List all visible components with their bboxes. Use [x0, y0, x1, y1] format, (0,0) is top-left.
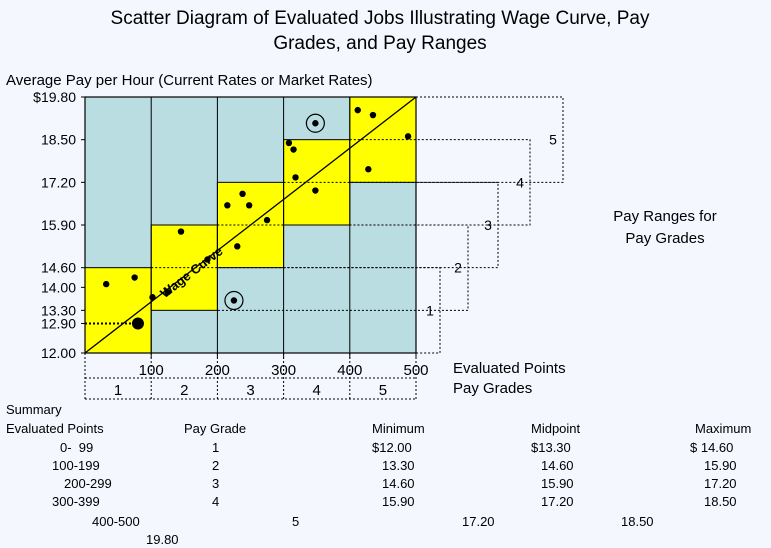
row-minimum: 13.30 [382, 458, 415, 473]
grade-row-label: 2 [180, 382, 188, 399]
red-circle-ring [305, 113, 325, 133]
header-minimum: Minimum [372, 421, 425, 436]
data-point [234, 243, 241, 250]
grade-row-label: 5 [379, 382, 387, 399]
chart-title-line-1: Scatter Diagram of Evaluated Jobs Illust… [110, 8, 650, 29]
wage-curve-line [84, 96, 417, 354]
pay-range-bracket-grade-1 [151, 267, 441, 354]
y-tick-label: 17.20 [41, 174, 76, 190]
row-points: 200-299 [64, 476, 112, 491]
data-point [102, 280, 110, 288]
row-midpoint: $13.30 [531, 440, 571, 455]
header-evaluated-points: Evaluated Points [6, 421, 104, 436]
data-point [131, 274, 138, 281]
data-point [369, 111, 377, 119]
data-point [204, 256, 211, 263]
data-point [292, 174, 299, 181]
data-point [290, 146, 297, 153]
pay-range-bracket-label: 2 [454, 260, 462, 276]
row-grade: 3 [212, 476, 220, 491]
scatter-plot: 1 2 3 4 5 $19.80 18.50 17.20 15.90 14.60 14.00 13.3… [33, 89, 564, 400]
header-midpoint: Midpoint [531, 421, 581, 436]
row-grade: 2 [212, 458, 220, 473]
row-points: 300-399 [52, 494, 100, 509]
row-minimum: $12.00 [372, 440, 412, 455]
data-point [224, 202, 231, 209]
data-point [164, 289, 171, 296]
row-maximum: 18.50 [704, 494, 737, 509]
row-grade: 1 [212, 440, 220, 455]
y-tick-label: $19.80 [33, 89, 76, 105]
grade-row-label: 1 [114, 382, 122, 399]
summary-table: Summary Evaluated Points Pay Grade Minim… [0, 400, 771, 548]
summary-title: Summary [6, 402, 62, 417]
data-point [404, 133, 412, 140]
data-point [149, 294, 156, 301]
y-tick-label: 13.30 [41, 302, 76, 318]
row-midpoint: 17.20 [541, 494, 574, 509]
row-grade: 5 [292, 514, 300, 529]
data-point [312, 187, 319, 194]
red-circle-point [312, 120, 319, 127]
row-midpoint: 18.50 [621, 514, 654, 529]
y-tick-label: 15.90 [41, 217, 76, 233]
grade-row-label: 3 [246, 382, 254, 399]
header-maximum: Maximum [695, 421, 752, 436]
highlight-data-point [131, 317, 144, 330]
row-midpoint: 15.90 [541, 476, 574, 491]
header-pay-grade: Pay Grade [184, 421, 247, 436]
data-point [263, 216, 271, 224]
y-axis-label: Average Pay per Hour (Current Rates or M… [6, 72, 373, 89]
y-tick-label: 12.00 [41, 345, 76, 361]
data-point [285, 139, 293, 147]
pay-range-bracket-grade-5 [416, 96, 564, 183]
pay-ranges-label-line-1: Pay Ranges for [613, 208, 717, 225]
data-point [354, 106, 361, 114]
y-tick-label: 12.90 [41, 315, 76, 331]
row-minimum: 17.20 [462, 514, 495, 529]
row-minimum: 14.60 [382, 476, 415, 491]
row-points: 0- 99 [60, 440, 94, 455]
grade-row-label: 4 [313, 382, 321, 399]
pay-range-bracket-label: 3 [484, 217, 492, 233]
row-points: 400-500 [92, 514, 140, 529]
pay-ranges-label-line-2: Pay Grades [625, 230, 705, 247]
y-tick-label: 18.50 [41, 132, 76, 148]
chart-title: Scatter Diagram of Evaluated Jobs Illust… [60, 6, 700, 56]
row-maximum: 17.20 [704, 476, 737, 491]
data-point [245, 202, 253, 209]
pay-range-bracket-label: 5 [549, 132, 557, 148]
row-minimum: 15.90 [382, 494, 415, 509]
red-circle-point [230, 297, 238, 304]
row-midpoint: 14.60 [541, 458, 574, 473]
pay-range-box-grade-1 [84, 267, 152, 354]
red-circle-ring [224, 290, 244, 311]
row-maximum: 19.80 [146, 532, 179, 547]
y-tick-label: 14.60 [41, 260, 76, 276]
chart-title-line-2: Grades, and Pay Ranges [273, 33, 487, 54]
row-maximum: 15.90 [704, 458, 737, 473]
pay-ranges-label: Pay Ranges for Pay Grades [590, 206, 740, 250]
data-point [239, 190, 246, 198]
row-points: 100-199 [52, 458, 100, 473]
y-tick-label: 14.00 [41, 279, 76, 295]
pay-grades-axis-label: Pay Grades [453, 380, 533, 397]
data-point [365, 166, 372, 173]
row-maximum: $ 14.60 [690, 440, 734, 455]
data-point [177, 228, 185, 235]
x-axis-label: Evaluated Points [453, 360, 566, 377]
pay-range-bracket-label: 4 [516, 174, 524, 190]
row-grade: 4 [212, 494, 220, 509]
